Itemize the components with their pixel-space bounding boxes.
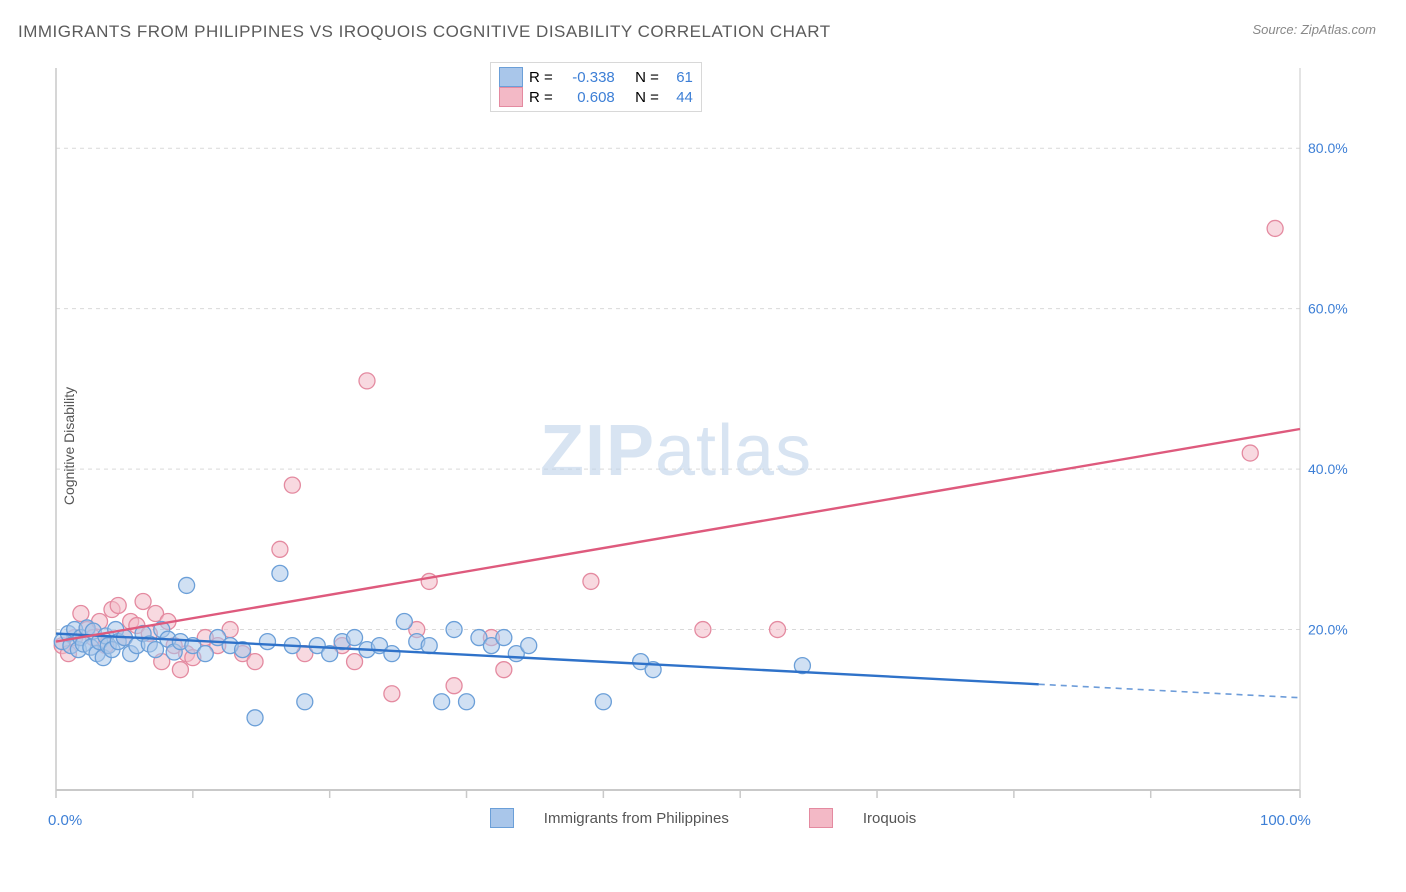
chart-plot: 20.0%40.0%60.0%80.0% ZIPatlas R = -0.338… — [50, 60, 1350, 820]
legend-N-0: 61 — [665, 69, 693, 86]
svg-text:40.0%: 40.0% — [1308, 461, 1348, 477]
bottom-swatch-0 — [490, 808, 514, 828]
legend-R-0: -0.338 — [559, 69, 615, 86]
svg-text:80.0%: 80.0% — [1308, 140, 1348, 156]
bottom-legend: Immigrants from Philippines Iroquois — [0, 808, 1406, 828]
source-label: Source: ZipAtlas.com — [1252, 22, 1376, 37]
legend-row-0: R = -0.338 N = 61 — [499, 67, 693, 87]
bottom-label-1: Iroquois — [863, 810, 916, 827]
legend-R-label: R = — [529, 69, 553, 86]
legend-R-label: R = — [529, 89, 553, 106]
svg-text:60.0%: 60.0% — [1308, 301, 1348, 317]
legend-swatch-1 — [499, 87, 523, 107]
legend-N-label: N = — [635, 89, 659, 106]
svg-text:20.0%: 20.0% — [1308, 622, 1348, 638]
legend-row-1: R = 0.608 N = 44 — [499, 87, 693, 107]
chart-svg: 20.0% 40.0% 60.0% 80.0% — [50, 60, 1350, 820]
legend-R-1: 0.608 — [559, 89, 615, 106]
legend-top: R = -0.338 N = 61 R = 0.608 N = 44 — [490, 62, 702, 112]
legend-swatch-0 — [499, 67, 523, 87]
bottom-swatch-1 — [809, 808, 833, 828]
bottom-label-0: Immigrants from Philippines — [544, 810, 729, 827]
chart-title: IMMIGRANTS FROM PHILIPPINES VS IROQUOIS … — [18, 22, 831, 42]
legend-N-label: N = — [635, 69, 659, 86]
legend-N-1: 44 — [665, 89, 693, 106]
